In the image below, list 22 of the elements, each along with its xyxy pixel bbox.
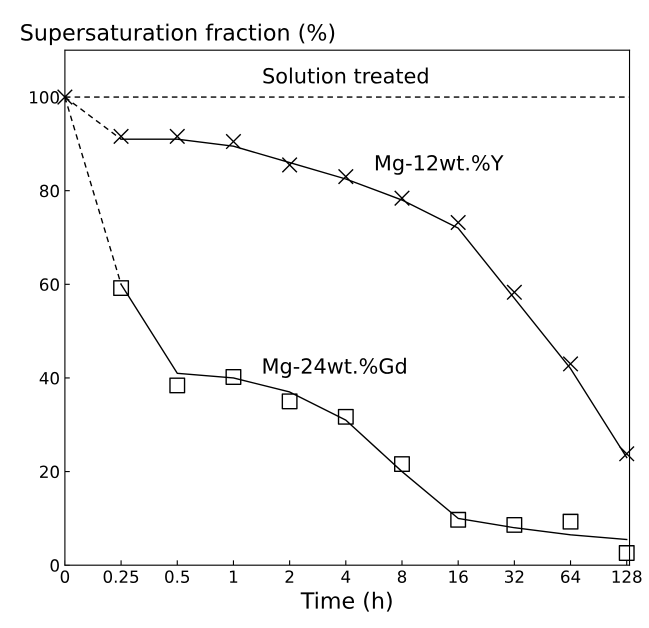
y-tick-label: 100 xyxy=(30,91,59,104)
x-tick-label: 2 xyxy=(286,570,294,583)
series-label: Mg-12wt.%Y xyxy=(376,154,504,175)
y-tick-label: 60 xyxy=(40,278,59,291)
x-tick-label: 1 xyxy=(230,570,238,583)
y-tick-label: 80 xyxy=(40,184,59,198)
x-tick-label: 64 xyxy=(561,570,580,583)
x-tick-label: 4 xyxy=(341,570,350,583)
x-tick-label: 0.5 xyxy=(165,570,190,583)
x-tick-label: 0.25 xyxy=(104,570,138,583)
x-axis-title: Time (h) xyxy=(300,592,392,612)
y-tick-label: 40 xyxy=(40,372,59,385)
x-tick-label: 16 xyxy=(449,570,468,583)
x-tick-label: 32 xyxy=(505,570,524,583)
y-axis-title: Supersaturation fraction (%) xyxy=(21,24,334,46)
x-tick-label: 8 xyxy=(398,570,406,583)
ref-line-label: Solution treated xyxy=(263,68,428,84)
x-tick-label: 0 xyxy=(60,570,70,583)
series-label: Mg-24wt.%Gd xyxy=(264,358,406,378)
y-tick-label: 0 xyxy=(50,559,59,572)
x-tick-label: 128 xyxy=(612,570,642,583)
y-tick-label: 20 xyxy=(40,466,59,478)
